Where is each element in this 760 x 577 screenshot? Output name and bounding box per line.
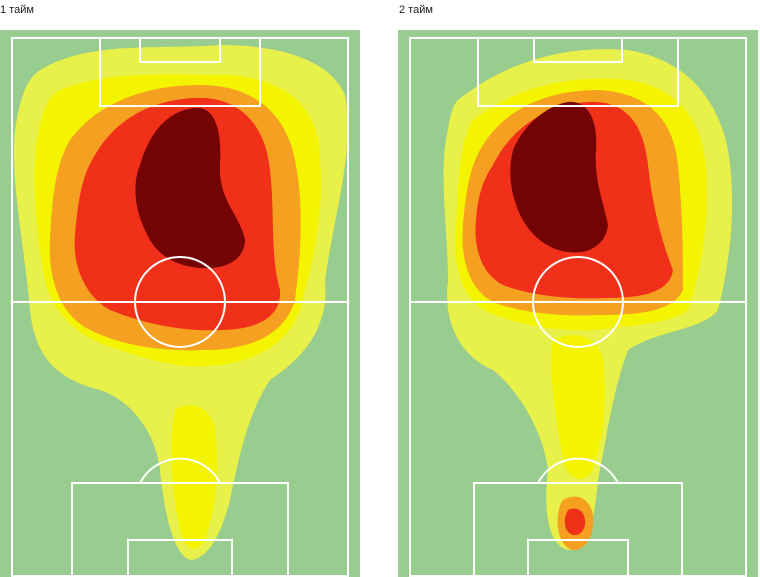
- heat-layer-5: [135, 107, 245, 269]
- heatmap-half-2-svg: [398, 30, 758, 577]
- half-2-label: 2 тайм: [399, 4, 433, 16]
- heat-layer-5: [510, 101, 608, 253]
- heatmap-half-2: [398, 30, 758, 577]
- heatmap-half-1-svg: [0, 30, 360, 577]
- pitch-markings: [11, 37, 349, 577]
- pitch-markings: [409, 37, 747, 577]
- heatmap-half-1: [0, 30, 360, 577]
- half-1-label: 1 тайм: [0, 4, 34, 16]
